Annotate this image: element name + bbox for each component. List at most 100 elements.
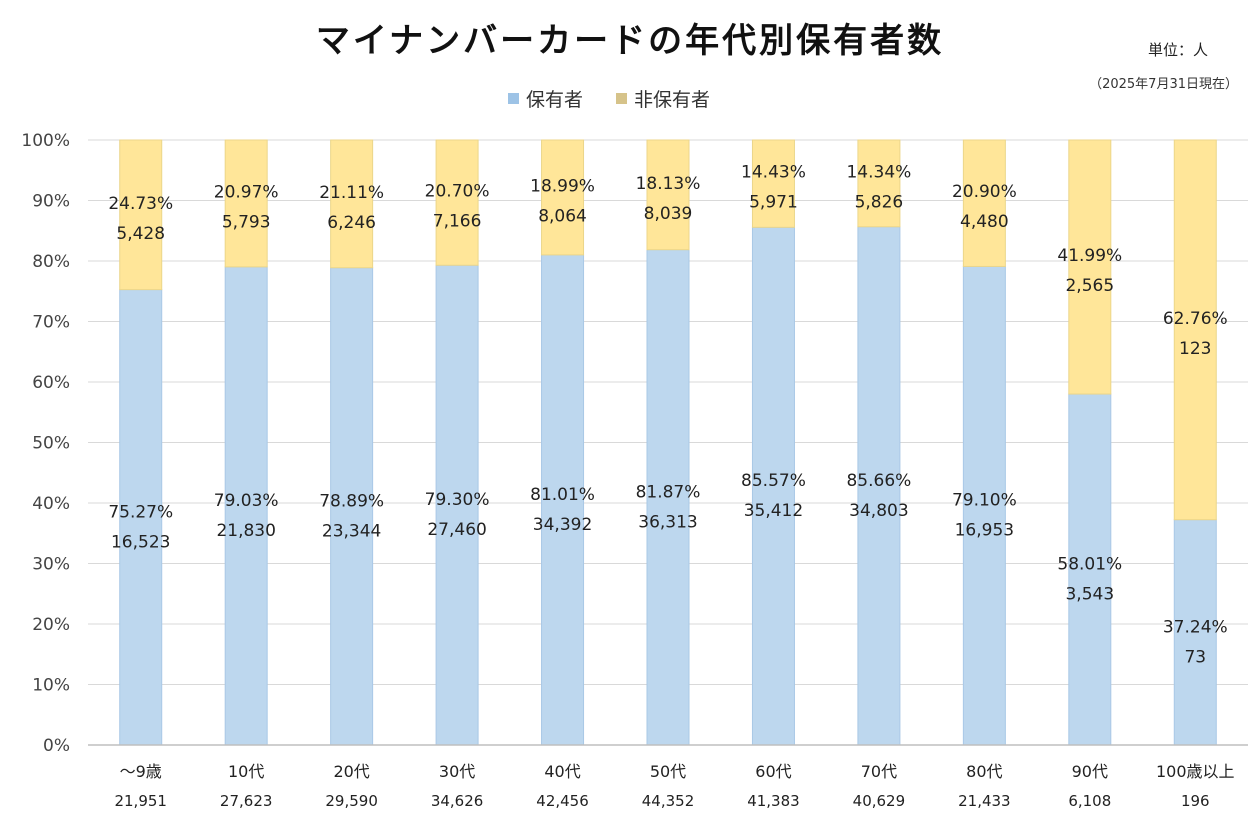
non-holders-percent-label: 62.76% bbox=[1163, 309, 1228, 329]
non-holders-percent-label: 18.99% bbox=[530, 176, 595, 196]
x-tick-label: ～9歳 bbox=[120, 762, 162, 781]
chart-title: マイナンバーカードの年代別保有者数 bbox=[316, 21, 944, 61]
y-axis-ticks: 0% 10% 20% 30% 40% 50% 60% 70% 80% 90% 100% bbox=[21, 131, 70, 756]
holders-percent-label: 78.89% bbox=[319, 491, 384, 511]
non-holders-percent-label: 18.13% bbox=[636, 174, 701, 194]
category-total-label: 196 bbox=[1181, 792, 1210, 810]
holders-percent-label: 79.03% bbox=[214, 491, 279, 511]
holders-percent-label: 85.57% bbox=[741, 471, 806, 491]
holders-count-label: 73 bbox=[1184, 647, 1206, 667]
bar-non-holders bbox=[962, 139, 1006, 267]
non-holders-count-label: 6,246 bbox=[327, 213, 376, 233]
non-holders-count-label: 5,826 bbox=[855, 192, 904, 212]
holders-count-label: 27,460 bbox=[427, 520, 486, 540]
holders-count-label: 34,392 bbox=[533, 515, 592, 535]
category-total-label: 27,623 bbox=[220, 792, 273, 810]
y-tick-label: 30% bbox=[32, 555, 70, 575]
bar-non-holders bbox=[119, 139, 163, 291]
non-holders-percent-label: 14.34% bbox=[846, 162, 911, 182]
bar-holders bbox=[330, 267, 374, 746]
x-tick-label: 80代 bbox=[966, 762, 1002, 781]
holders-percent-label: 37.24% bbox=[1163, 617, 1228, 637]
y-tick-label: 0% bbox=[43, 736, 70, 756]
bar-non-holders bbox=[751, 139, 795, 228]
y-tick-label: 50% bbox=[32, 434, 70, 454]
y-tick-label: 60% bbox=[32, 373, 70, 393]
bar-holders bbox=[435, 264, 479, 746]
category-total-label: 41,383 bbox=[747, 792, 800, 810]
y-tick-label: 10% bbox=[32, 676, 70, 696]
holders-percent-label: 85.66% bbox=[846, 471, 911, 491]
bar-non-holders bbox=[330, 139, 374, 269]
holders-percent-label: 81.01% bbox=[530, 485, 595, 505]
x-tick-label: 60代 bbox=[755, 762, 791, 781]
category-total-label: 40,629 bbox=[853, 792, 906, 810]
non-holders-count-label: 8,064 bbox=[538, 206, 587, 226]
x-tick-label: 50代 bbox=[650, 762, 686, 781]
bar-non-holders bbox=[1173, 139, 1217, 521]
legend-swatch-non-holders bbox=[616, 93, 627, 104]
x-tick-label: 70代 bbox=[861, 762, 897, 781]
x-tick-label: 20代 bbox=[333, 762, 369, 781]
data-labels: 75.27% 16,523 24.73% 5,428 79.03% 21,830 20.97… bbox=[108, 162, 1227, 667]
non-holders-percent-label: 21.11% bbox=[319, 183, 384, 203]
category-total-label: 6,108 bbox=[1068, 792, 1111, 810]
bar-holders bbox=[751, 226, 795, 746]
non-holders-count-label: 8,039 bbox=[644, 204, 693, 224]
unit-label: 単位：人 bbox=[1148, 41, 1208, 59]
holders-percent-label: 79.30% bbox=[425, 490, 490, 510]
x-tick-label: 30代 bbox=[439, 762, 475, 781]
non-holders-count-label: 123 bbox=[1179, 339, 1211, 359]
bar-holders bbox=[646, 249, 690, 746]
x-tick-label: 100歳以上 bbox=[1156, 762, 1235, 781]
non-holders-percent-label: 20.97% bbox=[214, 182, 279, 202]
as-of-date: （2025年7月31日現在） bbox=[1089, 77, 1238, 92]
category-total-label: 21,951 bbox=[114, 792, 167, 810]
y-tick-label: 70% bbox=[32, 313, 70, 333]
legend-swatch-holders bbox=[508, 93, 519, 104]
holders-count-label: 36,313 bbox=[638, 512, 697, 532]
holders-percent-label: 79.10% bbox=[952, 491, 1017, 511]
non-holders-count-label: 5,793 bbox=[222, 212, 271, 232]
x-axis-ticks: ～9歳 21,951 10代 27,623 20代 29,590 30代 34,626 40代 4… bbox=[114, 762, 1234, 810]
bar-non-holders bbox=[646, 139, 690, 251]
non-holders-percent-label: 20.90% bbox=[952, 182, 1017, 202]
category-total-label: 21,433 bbox=[958, 792, 1011, 810]
y-tick-label: 90% bbox=[32, 192, 70, 212]
x-tick-label: 10代 bbox=[228, 762, 264, 781]
non-holders-count-label: 4,480 bbox=[960, 212, 1009, 232]
category-total-label: 42,456 bbox=[536, 792, 589, 810]
bar-non-holders bbox=[541, 139, 585, 256]
legend: 保有者 非保有者 bbox=[508, 89, 710, 111]
y-tick-label: 20% bbox=[32, 615, 70, 635]
holders-count-label: 16,523 bbox=[111, 532, 170, 552]
non-holders-percent-label: 41.99% bbox=[1057, 246, 1122, 266]
holders-count-label: 34,803 bbox=[849, 501, 908, 521]
bar-non-holders bbox=[857, 139, 901, 228]
non-holders-count-label: 5,971 bbox=[749, 193, 798, 213]
y-tick-label: 100% bbox=[21, 131, 70, 151]
bar-holders bbox=[1173, 519, 1217, 746]
holders-count-label: 16,953 bbox=[955, 521, 1014, 541]
non-holders-percent-label: 20.70% bbox=[425, 182, 490, 202]
non-holders-percent-label: 14.43% bbox=[741, 163, 806, 183]
holders-percent-label: 58.01% bbox=[1057, 555, 1122, 575]
bar-non-holders bbox=[224, 139, 268, 268]
legend-label-holders: 保有者 bbox=[526, 89, 583, 111]
bar-non-holders bbox=[1068, 139, 1112, 395]
category-total-label: 29,590 bbox=[325, 792, 378, 810]
y-tick-label: 80% bbox=[32, 252, 70, 272]
category-total-label: 34,626 bbox=[431, 792, 484, 810]
holders-count-label: 23,344 bbox=[322, 521, 381, 541]
bar-holders bbox=[541, 254, 585, 746]
non-holders-count-label: 2,565 bbox=[1065, 276, 1114, 296]
legend-label-non-holders: 非保有者 bbox=[634, 89, 710, 111]
category-total-label: 44,352 bbox=[642, 792, 695, 810]
holders-count-label: 35,412 bbox=[744, 501, 803, 521]
bar-non-holders bbox=[435, 139, 479, 266]
holders-percent-label: 81.87% bbox=[636, 482, 701, 502]
holders-count-label: 3,543 bbox=[1065, 585, 1114, 605]
x-tick-label: 90代 bbox=[1072, 762, 1108, 781]
non-holders-count-label: 5,428 bbox=[116, 224, 165, 244]
